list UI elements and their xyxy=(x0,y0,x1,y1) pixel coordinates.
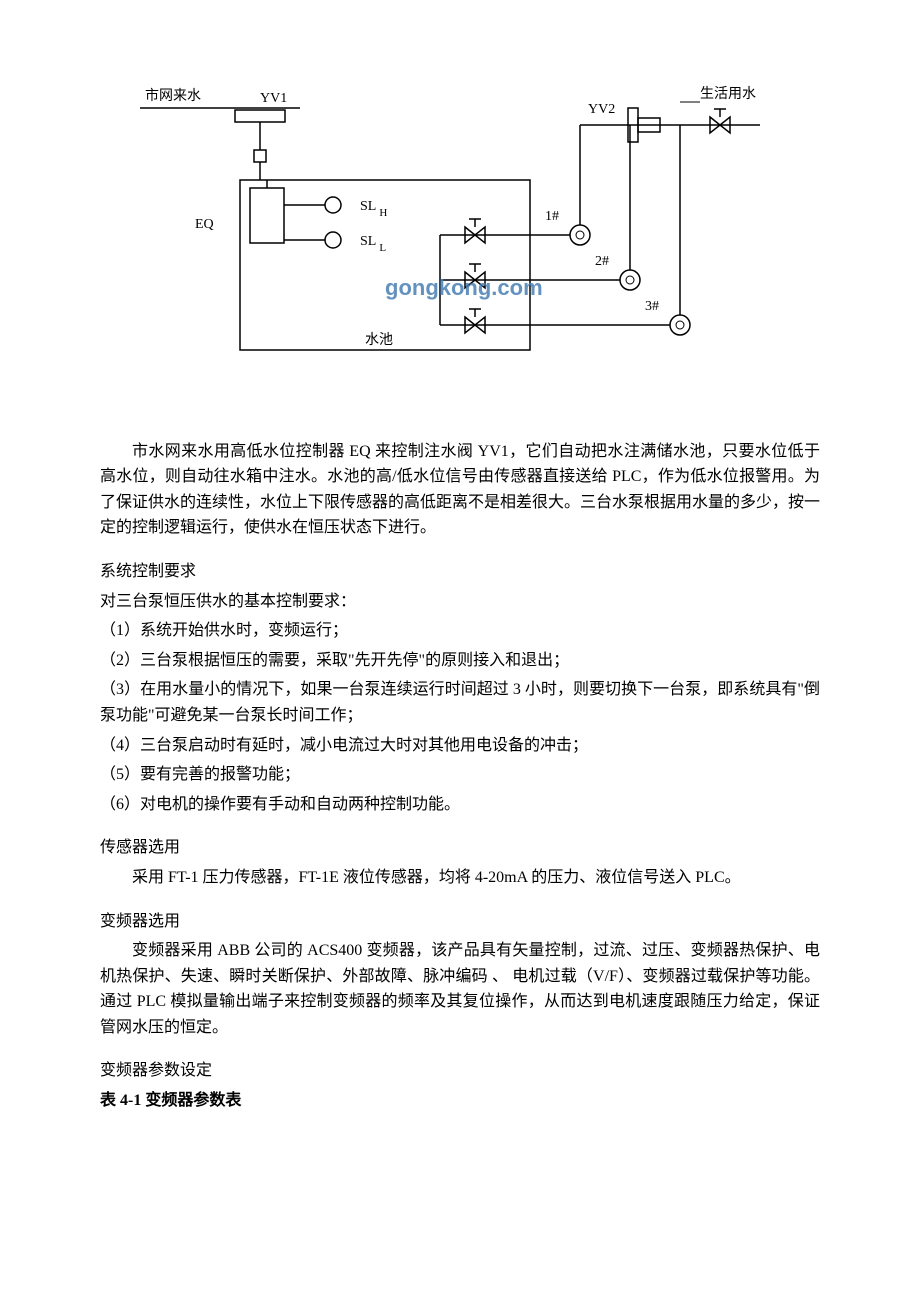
param-title: 变频器参数设定 xyxy=(100,1058,820,1084)
eq-label: EQ xyxy=(195,217,214,232)
valve-icon xyxy=(465,309,485,333)
sensor-title: 传感器选用 xyxy=(100,835,820,861)
vfd-body: 变频器采用 ABB 公司的 ACS400 变频器，该产品具有矢量控制，过流、过压… xyxy=(100,938,820,1040)
req-4: （4）三台泵启动时有延时，减小电流过大时对其他用电设备的冲击； xyxy=(100,733,820,759)
intro-paragraph: 市水网来水用高低水位控制器 EQ 来控制注水阀 YV1，它们自动把水注满储水池，… xyxy=(100,439,820,541)
pump3-label: 3# xyxy=(645,299,659,314)
req-6: （6）对电机的操作要有手动和自动两种控制功能。 xyxy=(100,792,820,818)
ctrl-req-title: 系统控制要求 xyxy=(100,559,820,585)
req-3: （3）在用水量小的情况下，如果一台泵连续运行时间超过 3 小时，则要切换下一台泵… xyxy=(100,677,820,728)
outlet-valve-icon xyxy=(710,109,730,133)
pump1-label: 1# xyxy=(545,209,559,224)
outlet-label: 生活用水 xyxy=(700,86,756,102)
yv2-label: YV2 xyxy=(588,102,615,117)
req-1: （1）系统开始供水时，变频运行； xyxy=(100,618,820,644)
sensor-body: 采用 FT-1 压力传感器，FT-1E 液位传感器，均将 4-20mA 的压力、… xyxy=(100,865,820,891)
yv1-label: YV1 xyxy=(260,91,287,106)
sll-label: SLL xyxy=(360,234,386,254)
pool-label: 水池 xyxy=(365,332,393,348)
inlet-label: 市网来水 xyxy=(145,87,201,104)
req-2: （2）三台泵根据恒压的需要，采取"先开先停"的原则接入和退出； xyxy=(100,648,820,674)
system-diagram: 市网来水 YV1 水池 EQ SLH SLL 1# 2# 3# xyxy=(140,80,820,389)
req-5: （5）要有完善的报警功能； xyxy=(100,762,820,788)
ctrl-req-intro: 对三台泵恒压供水的基本控制要求： xyxy=(100,589,820,615)
pump2-label: 2# xyxy=(595,254,609,269)
vfd-title: 变频器选用 xyxy=(100,909,820,935)
slh-label: SLH xyxy=(360,199,387,219)
param-table-caption: 表 4-1 变频器参数表 xyxy=(100,1088,820,1114)
watermark-text: gongkong.com xyxy=(385,275,543,300)
valve-icon xyxy=(465,219,485,243)
